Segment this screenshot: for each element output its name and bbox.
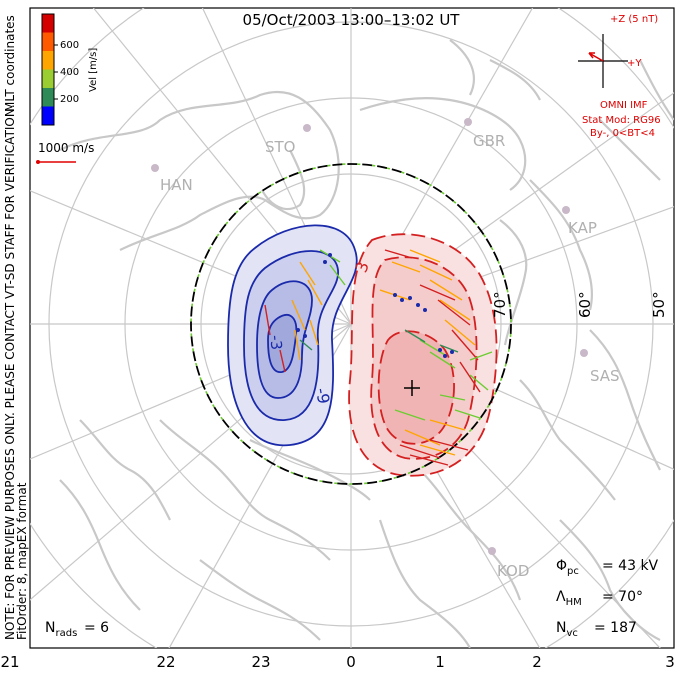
latitude-label-50: 50° <box>650 291 668 318</box>
mlt-tick-3: 3 <box>665 653 675 671</box>
preview-notice: NOTE: FOR PREVIEW PURPOSES ONLY. PLEASE … <box>3 104 17 640</box>
stats-panel: Φpc = 43 kV ΛHM = 70° Nvc = 187 <box>556 558 659 639</box>
svg-text:Nrads: Nrads <box>45 620 77 639</box>
station-marker-gbr <box>464 118 472 126</box>
station-marker-sto <box>303 124 311 132</box>
stats-lambda-value: = 70° <box>602 589 643 605</box>
legend-swatch <box>42 14 54 33</box>
legend-tick-400: 400 <box>60 67 79 78</box>
svg-text:Φpc: Φpc <box>556 558 579 577</box>
imf-model: Stat Mod: RG96 <box>582 115 661 126</box>
contour-label-minus9: -9 <box>312 386 333 405</box>
latitude-label-60: 60° <box>576 291 594 318</box>
svg-text:Nvc: Nvc <box>556 620 578 639</box>
velocity-vectors <box>264 249 493 466</box>
legend-swatch <box>42 32 54 52</box>
svg-text:= 6: = 6 <box>84 620 109 636</box>
stats-phi-value: = 43 kV <box>602 558 659 574</box>
mlt-axis: 21 22 23 0 1 2 3 <box>0 653 674 671</box>
imf-condition: By-, 0<BT<4 <box>590 128 655 139</box>
station-marker-sas <box>580 349 588 357</box>
legend-title: Vel [m/s] <box>88 48 99 92</box>
svg-text:ΛHM: ΛHM <box>556 589 582 608</box>
imf-source: OMNI IMF <box>600 100 648 111</box>
mlt-tick-21: 21 <box>0 653 19 671</box>
dusk-cell: -3 -9 <box>227 224 358 447</box>
coords-label: MLT coordinates <box>3 15 17 112</box>
imf-axis-z: +Z (5 nT) <box>610 14 658 25</box>
legend-tick-600: 600 <box>60 40 79 51</box>
contour-label-minus3: -3 <box>266 334 285 350</box>
legend-swatch <box>42 69 54 89</box>
station-marker-han <box>151 164 159 172</box>
station-label-kod: KOD <box>497 562 529 580</box>
coastlines <box>59 39 674 648</box>
station-label-sas: SAS <box>590 367 620 385</box>
map-title: 05/Oct/2003 13:00–13:02 UT <box>243 11 461 29</box>
station-marker-kod <box>488 547 496 555</box>
hm-boundary <box>190 163 512 485</box>
station-label-han: HAN <box>160 176 193 194</box>
station-label-kap: KAP <box>568 219 597 237</box>
velocity-color-bar <box>42 14 54 126</box>
station-markers <box>151 118 588 555</box>
velocity-legend: 600 400 200 Vel [m/s] MLT coordinates 10… <box>3 13 99 164</box>
hm-boundary-vectors <box>190 163 512 485</box>
stats-nvc-value: = 187 <box>594 620 637 636</box>
legend-tick-200: 200 <box>60 94 79 105</box>
legend-swatch <box>42 88 54 107</box>
imf-axis-y: +Y <box>627 58 642 69</box>
mlt-tick-2: 2 <box>532 653 542 671</box>
station-label-gbr: GBR <box>473 132 505 150</box>
stats-nrads: Nrads = 6 <box>45 620 109 639</box>
mlt-tick-0: 0 <box>346 653 356 671</box>
fit-info: FitOrder: 8, mapEX format <box>15 482 29 640</box>
max-potential-marker <box>404 380 420 396</box>
mlt-tick-22: 22 <box>156 653 175 671</box>
mlt-tick-23: 23 <box>251 653 270 671</box>
latitude-label-70: 70° <box>491 291 509 318</box>
mlt-tick-1: 1 <box>435 653 445 671</box>
legend-swatch <box>42 106 54 126</box>
legend-swatch <box>42 51 54 70</box>
imf-dial: +Z (5 nT) +Y OMNI IMF Stat Mod: RG96 By-… <box>578 14 661 139</box>
station-marker-kap <box>562 206 570 214</box>
station-label-sto: STO <box>265 138 296 156</box>
scale-vector-label: 1000 m/s <box>38 141 94 155</box>
